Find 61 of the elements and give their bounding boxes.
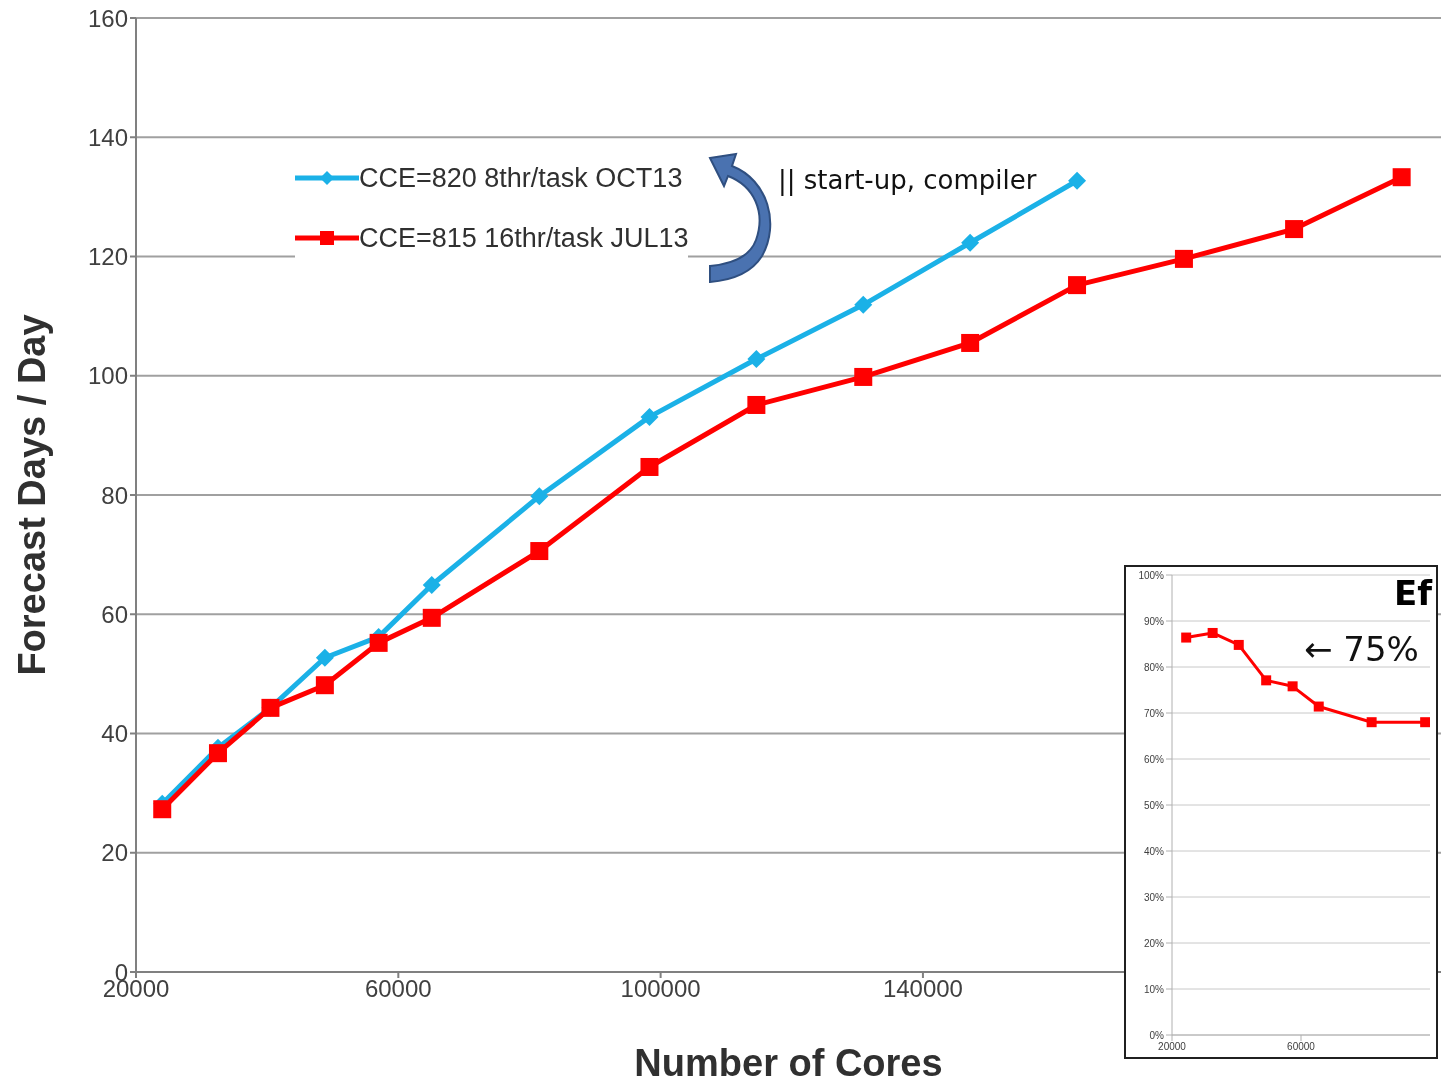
x-tick-label: 20000 — [1158, 1041, 1187, 1053]
y-tick-label: 80 — [101, 481, 128, 509]
point — [747, 395, 766, 414]
point — [640, 457, 659, 476]
legend-label: CCE=820 8thr/task OCT13 — [359, 162, 683, 194]
point — [422, 608, 441, 627]
x-tick-label: 60000 — [1287, 1041, 1316, 1053]
point — [530, 542, 549, 561]
y-axis-title: Forecast Days / Day — [11, 314, 54, 676]
annotation: ← 75% — [1304, 629, 1419, 669]
point — [1233, 639, 1244, 650]
point — [640, 407, 659, 426]
point — [854, 367, 873, 386]
point — [1068, 276, 1087, 295]
point — [1420, 717, 1430, 728]
point — [1392, 168, 1411, 187]
y-tick-label: 10% — [1143, 983, 1165, 995]
point — [1285, 220, 1304, 239]
point — [1068, 171, 1087, 190]
point — [1261, 675, 1272, 686]
point — [854, 295, 873, 314]
x-tick-label: 140000 — [882, 975, 963, 1003]
x-tick-label: 60000 — [364, 975, 432, 1003]
y-tick-label: 60 — [101, 600, 128, 628]
chart-title: Ef — [1393, 573, 1432, 613]
y-tick-label: 100% — [1138, 569, 1165, 581]
y-tick-label: 70% — [1143, 707, 1165, 719]
point — [1174, 249, 1193, 268]
y-tick-label: 80% — [1143, 661, 1165, 673]
y-tick-label: 40 — [101, 720, 128, 748]
point — [422, 576, 441, 595]
point — [1366, 717, 1377, 728]
y-tick-label: 140 — [87, 123, 128, 151]
y-tick-label: 40% — [1143, 845, 1165, 857]
point — [369, 633, 388, 652]
point — [1313, 701, 1324, 712]
y-tick-label: 160 — [87, 4, 128, 32]
y-tick-label: 60% — [1143, 753, 1165, 765]
point — [530, 487, 549, 506]
point — [315, 676, 334, 695]
y-tick-label: 30% — [1143, 891, 1165, 903]
y-tick-label: 0% — [1149, 1029, 1165, 1041]
point — [315, 648, 334, 667]
point — [208, 744, 227, 763]
point — [961, 233, 980, 252]
y-tick-label: 20% — [1143, 937, 1165, 949]
x-axis-title: Number of Cores — [634, 1042, 943, 1078]
point — [961, 333, 980, 352]
y-tick-label: 90% — [1143, 615, 1165, 627]
point — [1287, 681, 1298, 692]
x-tick-label: 100000 — [620, 975, 701, 1003]
point — [747, 350, 766, 369]
point — [153, 800, 172, 819]
y-tick-label: 120 — [87, 243, 128, 271]
y-tick-label: 100 — [87, 362, 128, 390]
annotation: || start-up, compiler — [778, 165, 1037, 195]
point — [1207, 627, 1218, 638]
point — [1181, 632, 1192, 643]
legend-label: CCE=815 16thr/task JUL13 — [359, 222, 689, 254]
y-tick-label: 20 — [101, 839, 128, 867]
y-tick-label: 50% — [1143, 799, 1165, 811]
